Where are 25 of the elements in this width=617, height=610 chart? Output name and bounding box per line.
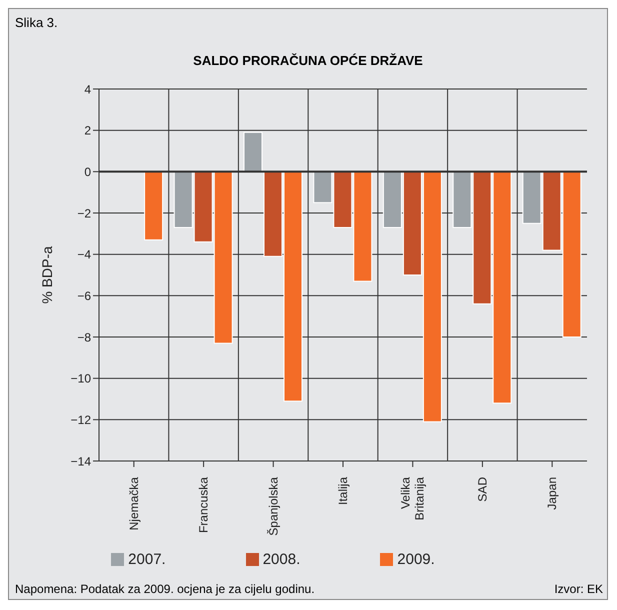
y-tick-label: 4 xyxy=(84,82,92,96)
y-tick-label: −8 xyxy=(77,330,92,344)
y-tick-label: −14 xyxy=(70,454,92,468)
x-tick-label: Njemačka xyxy=(126,476,141,530)
x-tick-label: Japan xyxy=(545,477,560,510)
y-tick-label: −12 xyxy=(70,412,92,427)
legend-label: 2008. xyxy=(262,551,300,568)
text: Izvor: EK xyxy=(554,582,603,596)
legend-label: 2009. xyxy=(397,551,435,568)
y-tick-label: −6 xyxy=(77,288,92,303)
x-tick-label: Italija xyxy=(336,476,350,506)
y-tick-label: −2 xyxy=(77,206,92,220)
legend-label: 2007. xyxy=(128,551,166,568)
x-tick-label: SAD xyxy=(475,476,490,502)
y-tick-label: 0 xyxy=(84,164,92,179)
text: Napomena: Podatak za 2009. ocjena je za cijelu godinu. xyxy=(15,582,315,596)
y-axis-title: % BDP-a xyxy=(38,246,55,304)
x-tick-label: Francuska xyxy=(196,476,211,534)
y-tick-label: −10 xyxy=(70,372,92,386)
chart-title: SALDO PRORAČUNA OPĆE DRŽAVE xyxy=(192,53,424,68)
x-tick-label: Španjolska xyxy=(266,476,280,536)
text: Slika 3. xyxy=(15,15,58,30)
y-tick-label: 2 xyxy=(84,124,92,138)
y-tick-label: −4 xyxy=(77,248,92,262)
x-tick-label: Velika Britanija xyxy=(398,476,427,520)
